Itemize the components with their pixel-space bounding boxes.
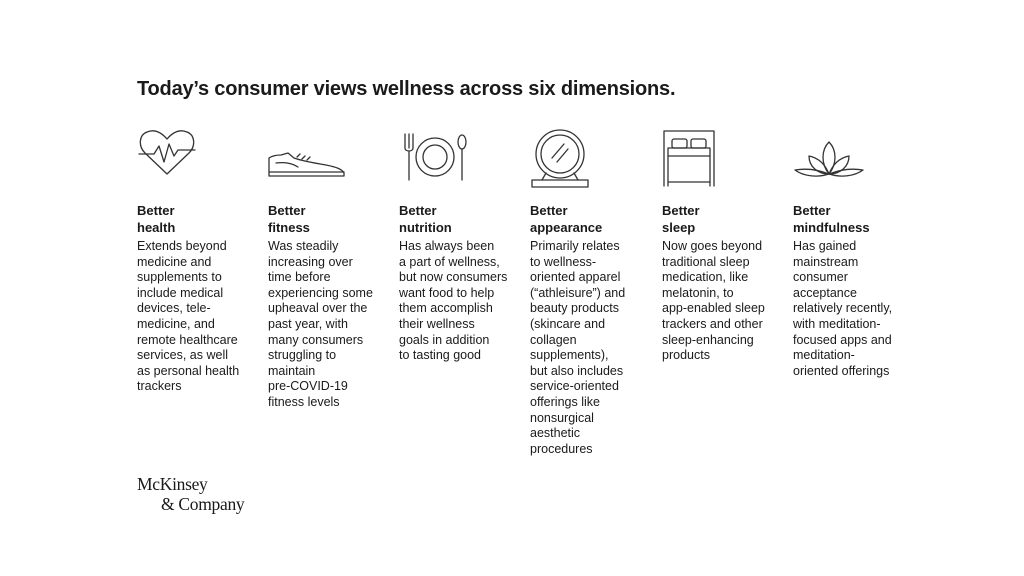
heart-pulse-icon xyxy=(137,128,217,188)
vanity-mirror-icon xyxy=(530,128,610,188)
bed-icon xyxy=(662,128,742,188)
dimension-heading: Better nutrition xyxy=(399,203,452,235)
dimension-description: Primarily relates to wellness-oriented ap… xyxy=(530,239,626,456)
dimension-health: Better health Extends beyond medicine and s… xyxy=(137,128,259,395)
dimension-description: Extends beyond medicine and supplements to… xyxy=(137,239,240,394)
dimension-mindfulness: Better mindfulness Has gained mainstream co… xyxy=(793,128,915,379)
dimension-sleep: Better sleep Now goes beyond traditional s… xyxy=(662,128,784,364)
dimension-appearance: Better appearance Primarily relates to wel… xyxy=(530,128,652,457)
dimension-heading: Better health xyxy=(137,203,176,235)
plate-utensils-icon xyxy=(399,128,479,188)
page-title: Today’s consumer views wellness across s… xyxy=(137,78,676,100)
dimension-heading: Better sleep xyxy=(662,203,700,235)
dimension-fitness: Better fitness Was steadily increasing ove… xyxy=(268,128,390,411)
dimension-description: Has always been a part of wellness, but no… xyxy=(399,239,508,363)
logo-line-2: & Company xyxy=(161,494,245,514)
dimension-nutrition: Better nutrition Has always been a part of… xyxy=(399,128,521,364)
lotus-icon xyxy=(793,128,873,188)
logo-line-1: McKinsey xyxy=(137,474,208,494)
dimension-heading: Better fitness xyxy=(268,203,310,235)
dimension-heading: Better appearance xyxy=(530,203,603,235)
mckinsey-logo: McKinsey & Company xyxy=(137,474,245,514)
dimension-description: Was steadily increasing over time before ex… xyxy=(268,239,373,409)
dimension-heading: Better mindfulness xyxy=(793,203,870,235)
dimension-description: Now goes beyond traditional sleep medicati… xyxy=(662,239,765,363)
sneaker-icon xyxy=(268,128,348,188)
dimension-description: Has gained mainstream consumer acceptance re… xyxy=(793,239,893,378)
